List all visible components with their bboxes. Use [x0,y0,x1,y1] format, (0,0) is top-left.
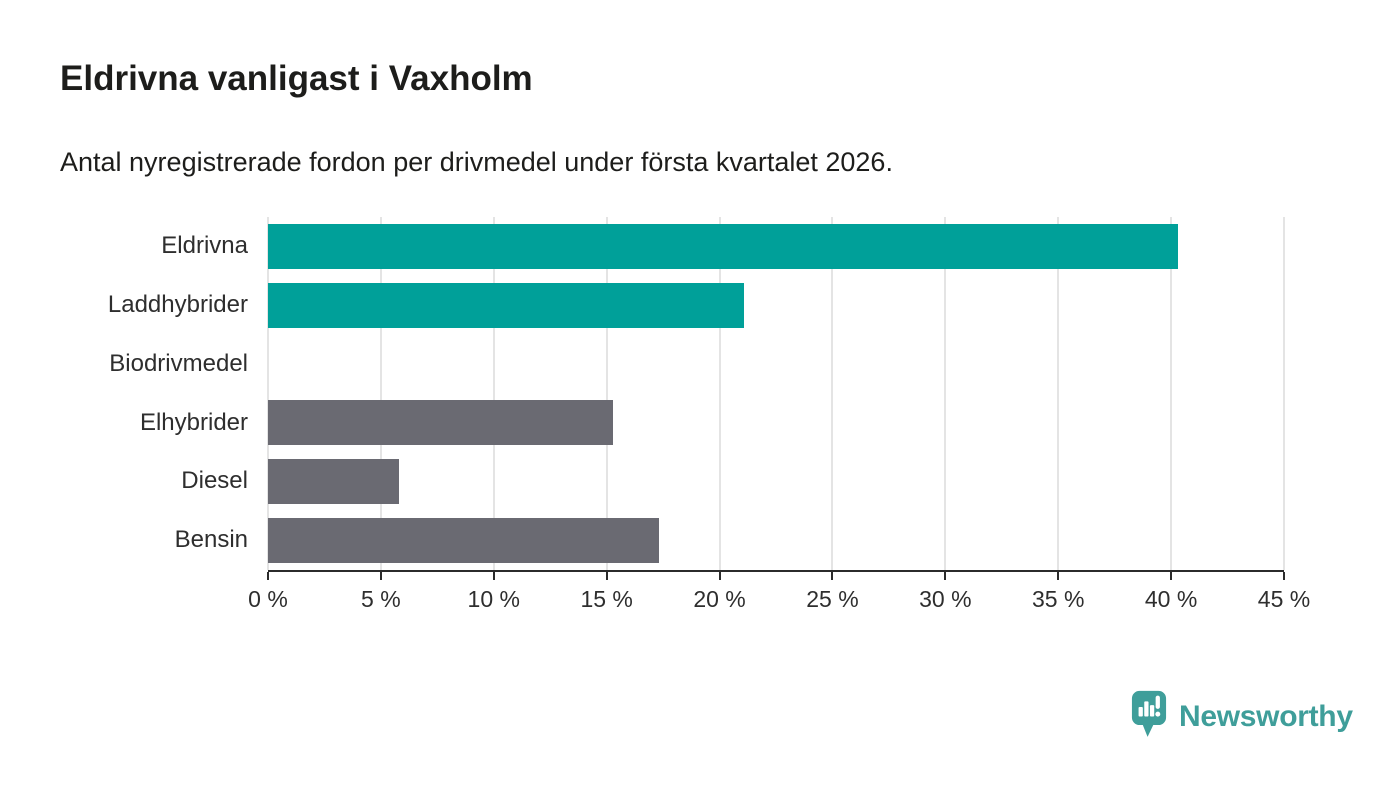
gridline [1057,217,1060,570]
newsworthy-logo-icon [1131,690,1167,737]
category-label: Eldrivna [161,232,248,259]
x-tick-label: 10 % [467,586,520,612]
chart-title: Eldrivna vanligast i Vaxholm [60,59,533,98]
category-label: Diesel [181,467,248,495]
gridline [831,217,834,570]
bar-eldrivna [268,223,1178,269]
x-axis-labels: 0 % 5 % 10 % 15 % 20 % 25 % 30 % 35 % 40 % 45 % [248,586,1310,618]
bar-laddhybrider [268,282,745,328]
category-label: Biodrivmedel [109,349,248,377]
x-tick-label: 30 % [919,586,972,612]
axis-tick [831,572,834,580]
x-tick-label: 0 % [248,586,288,612]
x-tick-label: 5 % [361,586,401,612]
gridline [379,217,382,570]
category-label: Laddhybrider [107,290,248,318]
axis-tick [492,572,495,580]
category-label: Elhybrider [139,408,248,436]
gridline [944,217,947,570]
gridline [492,217,495,570]
axis-tick [944,572,947,580]
gridline [1283,217,1285,570]
bar-bensin [268,518,659,564]
category-label: Bensin [174,526,248,554]
axis-tick [1057,572,1060,580]
newsworthy-wordmark: Newsworthy [1179,699,1353,733]
axis-tick [1170,572,1173,580]
bar-elhybrider [268,400,614,446]
gridline [1170,217,1173,570]
category-labels: Eldrivna Laddhybrider Biodrivmedel Elhybrid… [0,217,248,570]
gridline [267,217,269,570]
gridline [718,217,721,570]
axis-tick [718,572,721,580]
axis-tick [1283,572,1285,580]
x-tick-label: 45 % [1257,586,1311,612]
axis-tick [605,572,608,580]
plot-area [267,217,1285,580]
chart-subtitle: Antal nyregistrerade fordon per drivmede… [60,147,893,177]
axis-tick [379,572,382,580]
bar-diesel [268,459,399,505]
axis-tick [267,572,269,580]
x-tick-label: 25 % [806,586,859,612]
x-tick-label: 15 % [580,586,633,612]
newsworthy-logo: Newsworthy [1130,689,1353,744]
x-tick-label: 35 % [1032,586,1085,612]
x-tick-label: 20 % [693,586,746,612]
x-tick-label: 40 % [1144,586,1198,612]
gridline [605,217,608,570]
